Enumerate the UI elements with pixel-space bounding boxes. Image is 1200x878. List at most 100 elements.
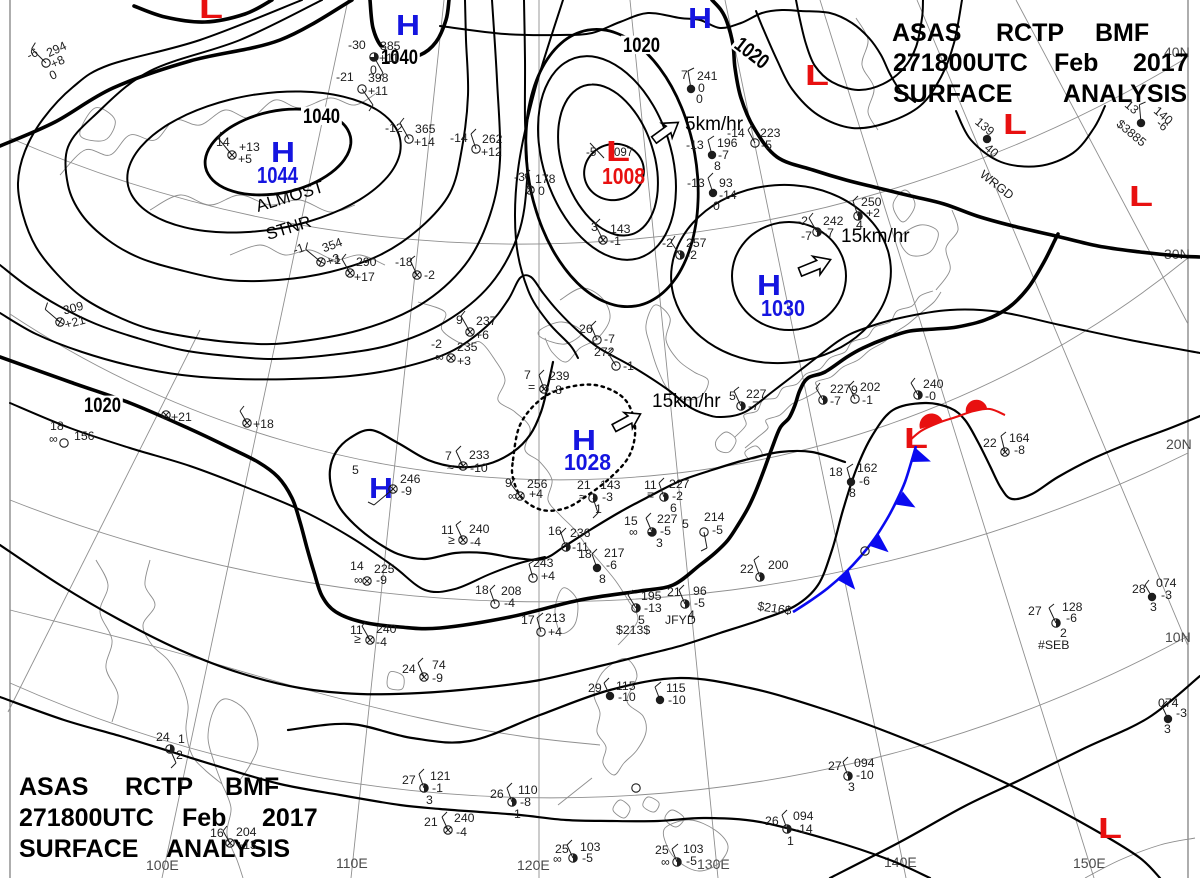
svg-text:-2: -2 — [797, 214, 808, 228]
svg-text:+13: +13 — [236, 838, 257, 852]
svg-text:SURFACE: SURFACE — [893, 80, 1012, 108]
svg-text:+12: +12 — [481, 145, 502, 159]
svg-text:-30: -30 — [348, 38, 366, 52]
svg-text:-0: -0 — [925, 389, 936, 403]
svg-text:140E: 140E — [884, 854, 917, 870]
svg-text:178: 178 — [535, 172, 556, 186]
svg-text:227: 227 — [746, 387, 767, 401]
svg-text:0: 0 — [538, 184, 545, 198]
svg-text:26: 26 — [765, 814, 779, 828]
svg-text:1020: 1020 — [84, 394, 121, 417]
svg-text:+3: +3 — [457, 354, 471, 368]
svg-text:1020: 1020 — [623, 34, 660, 57]
svg-text:121: 121 — [430, 769, 451, 783]
svg-text:-3: -3 — [1161, 588, 1172, 602]
svg-text:240: 240 — [454, 811, 475, 825]
svg-text:162: 162 — [857, 461, 878, 475]
svg-text:-7: -7 — [823, 226, 834, 240]
svg-text:2017: 2017 — [262, 804, 318, 832]
svg-text:8: 8 — [849, 486, 856, 500]
svg-text:097: 097 — [614, 147, 633, 159]
svg-text:≡: ≡ — [647, 488, 654, 502]
svg-text:Feb: Feb — [1054, 49, 1098, 77]
svg-text:+17: +17 — [354, 270, 375, 284]
svg-text:239: 239 — [549, 369, 570, 383]
svg-text:1: 1 — [787, 834, 794, 848]
svg-text:=: = — [528, 380, 535, 394]
svg-text:H: H — [396, 10, 420, 42]
svg-text:-18: -18 — [395, 255, 413, 269]
svg-text:094: 094 — [854, 756, 875, 770]
svg-text:120E: 120E — [517, 857, 550, 873]
svg-text:-3: -3 — [514, 170, 525, 184]
svg-text:-14: -14 — [795, 822, 813, 836]
svg-text:21: 21 — [667, 585, 681, 599]
svg-text:7: 7 — [681, 68, 688, 82]
svg-text:-8: -8 — [520, 795, 531, 809]
svg-text:15km/hr: 15km/hr — [841, 226, 910, 247]
svg-text:+21: +21 — [171, 410, 192, 424]
svg-text:H: H — [757, 270, 781, 302]
svg-text:3: 3 — [1150, 600, 1157, 614]
svg-text:BMF: BMF — [225, 773, 279, 801]
svg-text:-7: -7 — [830, 394, 841, 408]
svg-text:398: 398 — [368, 71, 389, 85]
svg-text:-10: -10 — [856, 768, 874, 782]
svg-text:240: 240 — [923, 377, 944, 391]
svg-text:H: H — [271, 137, 295, 169]
svg-text:5: 5 — [638, 613, 645, 627]
svg-text:271800UTC: 271800UTC — [893, 49, 1028, 77]
svg-text:18: 18 — [50, 419, 64, 433]
svg-text:-1: -1 — [610, 234, 621, 248]
svg-text:-9: -9 — [401, 484, 412, 498]
svg-text:110: 110 — [518, 783, 538, 797]
svg-text:-4: -4 — [504, 596, 515, 610]
svg-text:-7: -7 — [718, 148, 729, 162]
svg-text:225: 225 — [374, 562, 395, 576]
svg-text:L: L — [1098, 813, 1122, 845]
svg-text:1044: 1044 — [257, 162, 298, 188]
svg-text:-13: -13 — [687, 176, 705, 190]
svg-text:10N: 10N — [1165, 629, 1191, 645]
svg-text:-5: -5 — [582, 851, 593, 865]
svg-text:-1: -1 — [291, 240, 306, 257]
svg-text:-6: -6 — [1066, 611, 1077, 625]
svg-text:ASAS: ASAS — [19, 773, 88, 801]
svg-text:ASAS: ASAS — [892, 19, 961, 47]
svg-text:∞: ∞ — [354, 573, 363, 587]
svg-text:3: 3 — [848, 780, 855, 794]
svg-text:-2: -2 — [431, 337, 442, 351]
svg-text:∞: ∞ — [508, 489, 517, 503]
svg-text:235: 235 — [457, 340, 478, 354]
svg-text:150E: 150E — [1073, 855, 1106, 871]
svg-text:+21: +21 — [63, 313, 87, 332]
svg-text:074: 074 — [1156, 576, 1177, 590]
svg-text:354: 354 — [320, 235, 344, 255]
svg-text:+3: +3 — [324, 251, 342, 269]
svg-text:227: 227 — [669, 477, 690, 491]
svg-text:-1: -1 — [623, 359, 634, 373]
svg-text:21: 21 — [424, 815, 438, 829]
svg-text:27: 27 — [828, 759, 842, 773]
svg-text:240: 240 — [469, 522, 490, 536]
svg-text:128: 128 — [1062, 600, 1083, 614]
svg-text:11: 11 — [441, 523, 454, 537]
svg-text:-21: -21 — [336, 70, 354, 84]
svg-text:-1: -1 — [330, 253, 341, 267]
svg-text:0: 0 — [713, 199, 720, 213]
svg-text:-2: -2 — [662, 236, 673, 250]
svg-text:200: 200 — [768, 558, 789, 572]
svg-text:16: 16 — [210, 826, 224, 840]
svg-text:4: 4 — [688, 608, 695, 622]
svg-text:156: 156 — [74, 429, 95, 443]
svg-text:-10: -10 — [618, 690, 636, 704]
svg-text:+8: +8 — [48, 53, 67, 72]
svg-text:14: 14 — [216, 135, 230, 149]
svg-text:110E: 110E — [336, 855, 368, 871]
svg-text:28: 28 — [1132, 582, 1146, 596]
svg-text:-14: -14 — [727, 126, 745, 140]
svg-text:1040: 1040 — [303, 105, 340, 128]
svg-text:-1: -1 — [862, 393, 873, 407]
svg-text:-2: -2 — [686, 248, 697, 262]
svg-text:-14: -14 — [450, 131, 468, 145]
